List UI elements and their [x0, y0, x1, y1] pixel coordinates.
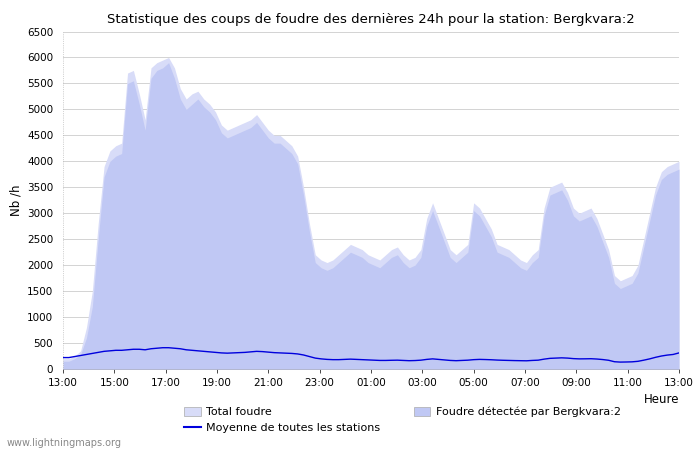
Text: Heure: Heure	[643, 392, 679, 405]
Legend: Total foudre, Moyenne de toutes les stations, Foudre détectée par Bergkvara:2: Total foudre, Moyenne de toutes les stat…	[179, 402, 625, 438]
Y-axis label: Nb /h: Nb /h	[10, 184, 23, 216]
Title: Statistique des coups de foudre des dernières 24h pour la station: Bergkvara:2: Statistique des coups de foudre des dern…	[107, 13, 635, 26]
Text: www.lightningmaps.org: www.lightningmaps.org	[7, 437, 122, 447]
